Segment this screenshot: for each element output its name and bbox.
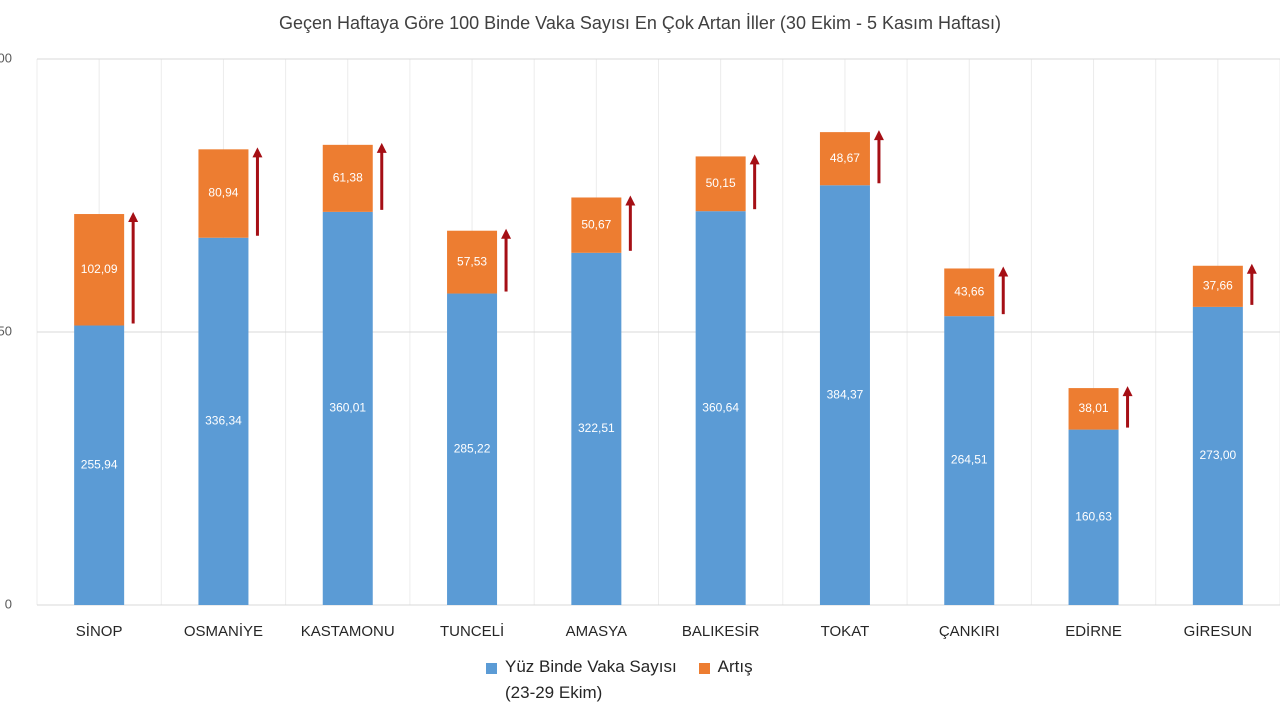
bar-segment <box>695 156 746 212</box>
data-label: 43,66 <box>954 284 984 298</box>
bar-segment <box>447 230 498 294</box>
bar-segment <box>1068 388 1119 430</box>
increase-arrow-head <box>1246 263 1257 274</box>
data-label: 57,53 <box>457 254 487 268</box>
y-tick-label: 250 <box>0 323 12 338</box>
legend-label: Artış <box>717 657 753 676</box>
bar-segment <box>819 185 870 606</box>
x-tick-label: EDİRNE <box>1065 622 1122 640</box>
bar-segment <box>1192 306 1243 605</box>
x-tick-label: SİNOP <box>76 622 123 640</box>
data-label: 264,51 <box>951 453 988 467</box>
bar-segment <box>819 132 870 186</box>
data-label: 160,63 <box>1075 509 1112 523</box>
increase-arrow-head <box>625 195 636 206</box>
y-tick-label: 500 <box>0 50 12 65</box>
data-label: 285,22 <box>454 441 491 455</box>
bar-segment <box>571 252 622 605</box>
bar-segment <box>74 325 125 605</box>
data-label: 273,00 <box>1199 448 1236 462</box>
data-label: 37,66 <box>1203 278 1233 292</box>
bar-segment <box>1068 429 1119 605</box>
data-label: 61,38 <box>333 171 363 185</box>
data-label: 38,01 <box>1079 401 1109 415</box>
y-tick-label: 0 <box>5 596 12 611</box>
bar-segment <box>447 293 498 605</box>
data-label: 322,51 <box>578 421 615 435</box>
increase-arrow-head <box>376 142 387 153</box>
increase-arrow-head <box>749 154 760 165</box>
data-label: 50,15 <box>706 176 736 190</box>
data-label: 48,67 <box>830 151 860 165</box>
x-tick-label: KASTAMONU <box>301 623 395 640</box>
data-label: 360,64 <box>702 400 739 414</box>
bar-segment <box>571 197 622 253</box>
increase-arrow-head <box>501 228 512 239</box>
bar-segment <box>1192 265 1243 307</box>
bar-segment <box>74 214 125 326</box>
increase-arrow-head <box>873 130 884 141</box>
bar-segment <box>944 316 995 605</box>
increase-arrow-head <box>998 266 1009 277</box>
increase-arrow-head <box>128 212 139 223</box>
x-tick-label: BALIKESİR <box>682 622 760 640</box>
legend-swatch <box>486 663 497 674</box>
legend-label: Yüz Binde Vaka Sayısı (23-29 Ekim) <box>505 657 677 702</box>
x-tick-label: ÇANKIRI <box>939 623 1000 640</box>
x-tick-label: AMASYA <box>566 623 627 640</box>
data-label: 50,67 <box>581 217 611 231</box>
chart-title: Geçen Haftaya Göre 100 Binde Vaka Sayısı… <box>279 13 1001 33</box>
data-label: 360,01 <box>329 401 366 415</box>
legend: Yüz Binde Vaka Sayısı (23-29 Ekim) Artış <box>486 657 753 706</box>
bar-segment <box>695 211 746 605</box>
bar-segment <box>198 237 249 605</box>
bar-segment <box>322 211 373 605</box>
x-tick-label: TOKAT <box>821 623 870 640</box>
x-tick-label: GİRESUN <box>1184 622 1252 640</box>
legend-swatch <box>698 663 710 674</box>
bar-segment <box>322 144 373 212</box>
increase-arrow-head <box>1122 386 1133 397</box>
bar-segment <box>944 268 995 317</box>
data-label: 336,34 <box>205 414 242 428</box>
increase-arrow-head <box>252 147 263 158</box>
legend-item: Yüz Binde Vaka Sayısı (23-29 Ekim) <box>486 657 677 706</box>
bar-segment <box>198 149 249 238</box>
x-tick-label: OSMANİYE <box>184 622 263 640</box>
data-label: 80,94 <box>208 186 238 200</box>
data-label: 255,94 <box>81 457 118 471</box>
data-label: 102,09 <box>81 262 118 276</box>
data-label: 384,37 <box>827 387 864 401</box>
x-tick-label: TUNCELİ <box>440 622 504 640</box>
legend-item: Artış <box>698 657 753 706</box>
